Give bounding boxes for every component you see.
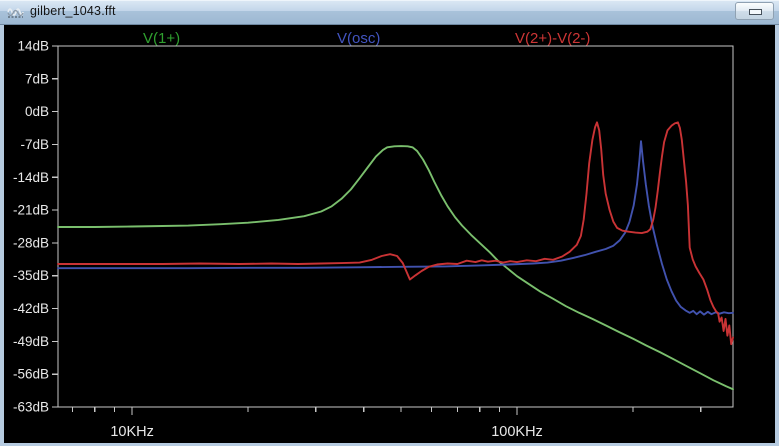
y-axis-label: -63dB — [13, 400, 49, 415]
y-axis-label: -14dB — [13, 170, 49, 185]
y-axis-label: 14dB — [17, 39, 49, 54]
window-title: gilbert_1043.fft — [30, 4, 116, 18]
legend-trace-v2diff[interactable]: V(2+)-V(2-) — [515, 30, 591, 47]
y-axis-label: 7dB — [25, 71, 49, 86]
y-axis-label: -42dB — [13, 301, 49, 316]
y-axis-label: 0dB — [25, 104, 49, 119]
trace-vosc — [57, 140, 734, 316]
trace-v2diff — [57, 121, 734, 346]
titlebar: gilbert_1043.fft — [0, 0, 779, 25]
x-axis-label: 100KHz — [491, 424, 543, 440]
legend-trace-v1plus[interactable]: V(1+) — [143, 30, 181, 47]
y-axis-label: -7dB — [20, 137, 49, 152]
y-axis-label: -35dB — [13, 268, 49, 283]
y-axis-label: -21dB — [13, 203, 49, 218]
titlebar-highlight — [0, 0, 779, 1]
restore-icon — [749, 9, 762, 15]
y-axis-label: -56dB — [13, 367, 49, 382]
waveform-window-icon[interactable] — [7, 4, 24, 20]
x-axis-label: 10KHz — [110, 424, 154, 440]
trace-v1plus — [57, 145, 734, 391]
restore-window-button[interactable] — [735, 2, 774, 20]
y-axis-label: -28dB — [13, 235, 49, 250]
legend-trace-vosc[interactable]: V(osc) — [337, 30, 381, 47]
y-axis-label: -49dB — [13, 334, 49, 349]
